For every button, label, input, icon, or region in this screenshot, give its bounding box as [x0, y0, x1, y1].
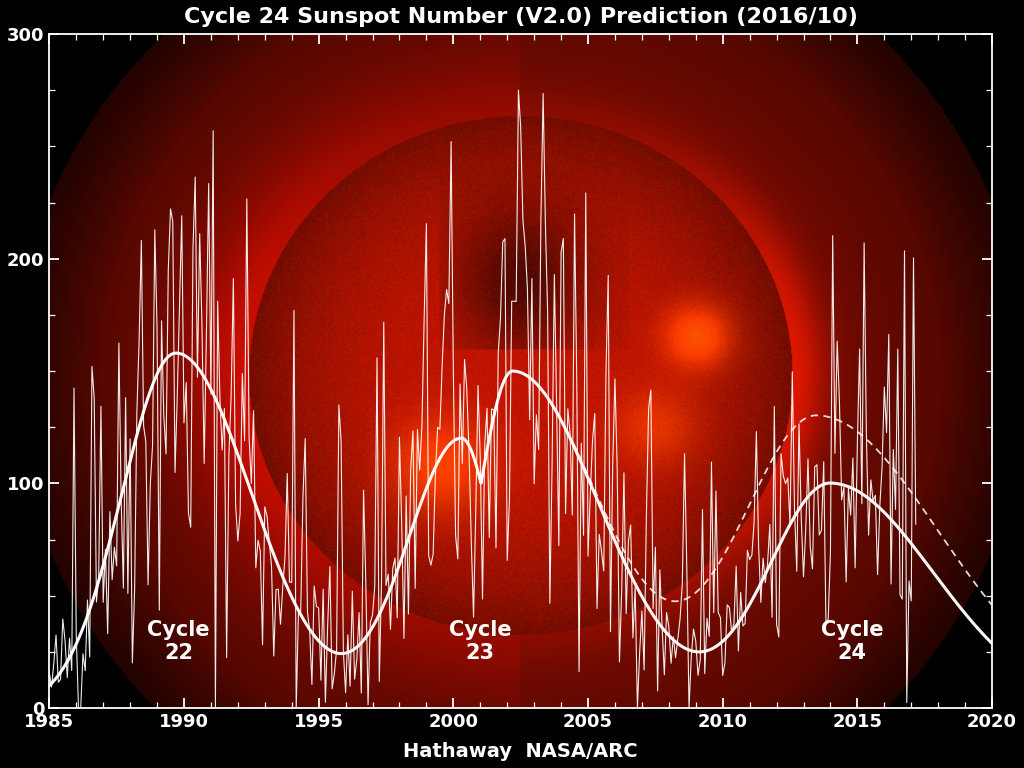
Text: Cycle
22: Cycle 22	[147, 620, 210, 663]
X-axis label: Hathaway  NASA/ARC: Hathaway NASA/ARC	[403, 742, 638, 761]
Title: Cycle 24 Sunspot Number (V2.0) Prediction (2016/10): Cycle 24 Sunspot Number (V2.0) Predictio…	[183, 7, 858, 27]
Text: Cycle
24: Cycle 24	[820, 620, 884, 663]
Text: Cycle
23: Cycle 23	[449, 620, 512, 663]
